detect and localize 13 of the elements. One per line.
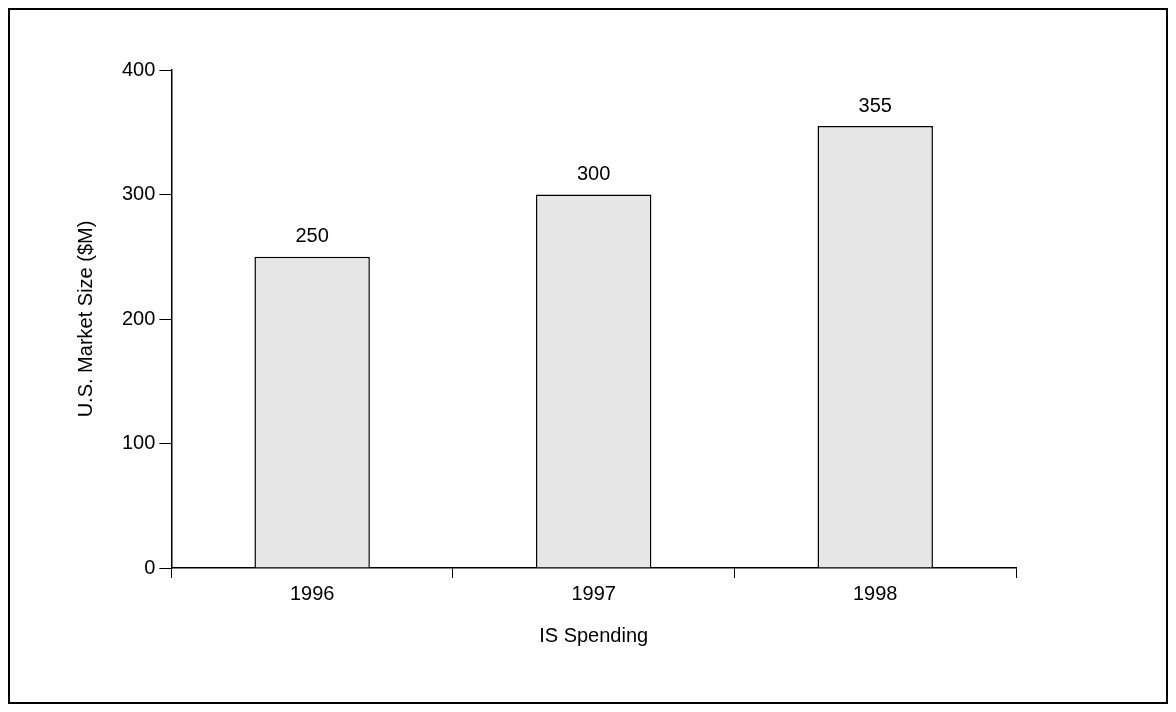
x-axis-title: IS Spending bbox=[539, 623, 649, 646]
y-tick-label: 200 bbox=[121, 306, 156, 329]
y-tick-label: 100 bbox=[121, 431, 156, 454]
data-label: 300 bbox=[577, 162, 611, 185]
y-tick-label: 0 bbox=[144, 555, 156, 578]
data-label: 355 bbox=[858, 93, 892, 116]
y-axis-title: U.S. Market Size ($M) bbox=[73, 220, 96, 418]
y-tick-label: 300 bbox=[121, 182, 156, 205]
x-tick-label: 1996 bbox=[289, 581, 335, 604]
data-label: 250 bbox=[295, 224, 329, 247]
x-tick-label: 1998 bbox=[852, 581, 898, 604]
x-tick-label: 1997 bbox=[571, 581, 616, 604]
y-tick-label: 400 bbox=[121, 57, 156, 80]
